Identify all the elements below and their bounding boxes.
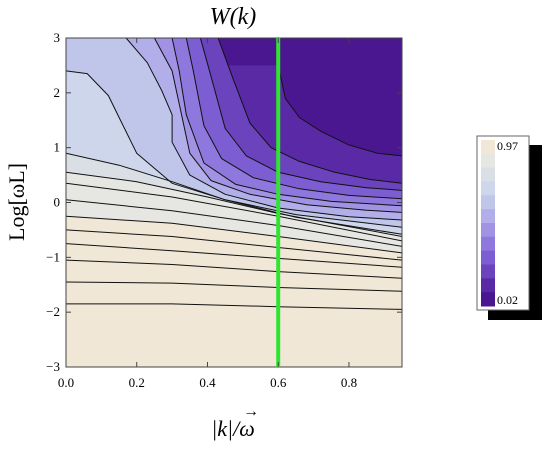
y-axis: −3 −2 −1 0 1 2 3 <box>46 30 402 374</box>
colorbar-swatches <box>481 140 495 307</box>
contour-line <box>171 38 402 207</box>
colorbar-min-label: 0.02 <box>497 293 518 307</box>
y-axis-label: Log[ωL] <box>4 163 29 241</box>
colorbar-swatch <box>481 167 495 182</box>
contour-line <box>199 38 402 191</box>
color-band <box>66 303 402 367</box>
x-axis-label: |k|/ω <box>211 416 255 441</box>
colorbar-swatch <box>481 264 495 279</box>
colorbar-swatch <box>481 181 495 196</box>
colorbar-swatch <box>481 153 495 169</box>
plot-area <box>66 38 402 367</box>
contour-line <box>66 229 402 261</box>
color-bands <box>66 38 402 367</box>
contour-line <box>66 182 402 242</box>
colorbar-swatch <box>481 250 495 265</box>
contour-line <box>153 38 402 213</box>
x-tick-label: 0.2 <box>129 375 145 390</box>
x-axis-arrow: → <box>243 403 259 420</box>
contour-line <box>66 171 402 237</box>
contour-line <box>66 259 402 279</box>
colorbar-swatch <box>481 278 495 293</box>
contour-line <box>217 38 402 184</box>
colorbar-swatch <box>481 209 495 224</box>
y-tick-label: 3 <box>54 30 61 45</box>
colorbar-swatch <box>481 223 495 238</box>
x-tick-label: 0.4 <box>199 375 216 390</box>
y-tick-label: 1 <box>54 140 61 155</box>
colorbar-swatch <box>481 195 495 210</box>
chart-title: W(k) <box>210 4 257 30</box>
x-tick-label: 0.8 <box>341 375 357 390</box>
colorbar-legend: 0.97 0.02 <box>476 135 542 320</box>
x-tick-label: 0.0 <box>58 375 74 390</box>
contour-lines <box>66 38 402 310</box>
colorbar-swatch <box>481 140 495 155</box>
colorbar-swatch <box>481 236 495 252</box>
colorbar-max-label: 0.97 <box>497 139 518 153</box>
contour-line <box>125 38 402 221</box>
x-axis: 0.0 0.2 0.4 0.6 0.8 <box>58 38 357 390</box>
colorbar-swatch <box>481 292 495 307</box>
contour-line <box>66 281 402 292</box>
y-tick-label: 2 <box>54 85 61 100</box>
contour-line <box>66 215 402 254</box>
x-tick-label: 0.6 <box>270 375 287 390</box>
y-tick-label: −2 <box>46 304 60 319</box>
contour-line <box>66 199 402 247</box>
y-tick-label: −3 <box>46 359 60 374</box>
contour-line <box>277 65 402 157</box>
y-tick-label: 0 <box>54 195 61 210</box>
contour-line <box>66 243 402 268</box>
contour-line <box>66 303 402 310</box>
contour-line <box>66 70 402 228</box>
y-tick-label: −1 <box>46 249 60 264</box>
contour-line <box>185 38 402 200</box>
